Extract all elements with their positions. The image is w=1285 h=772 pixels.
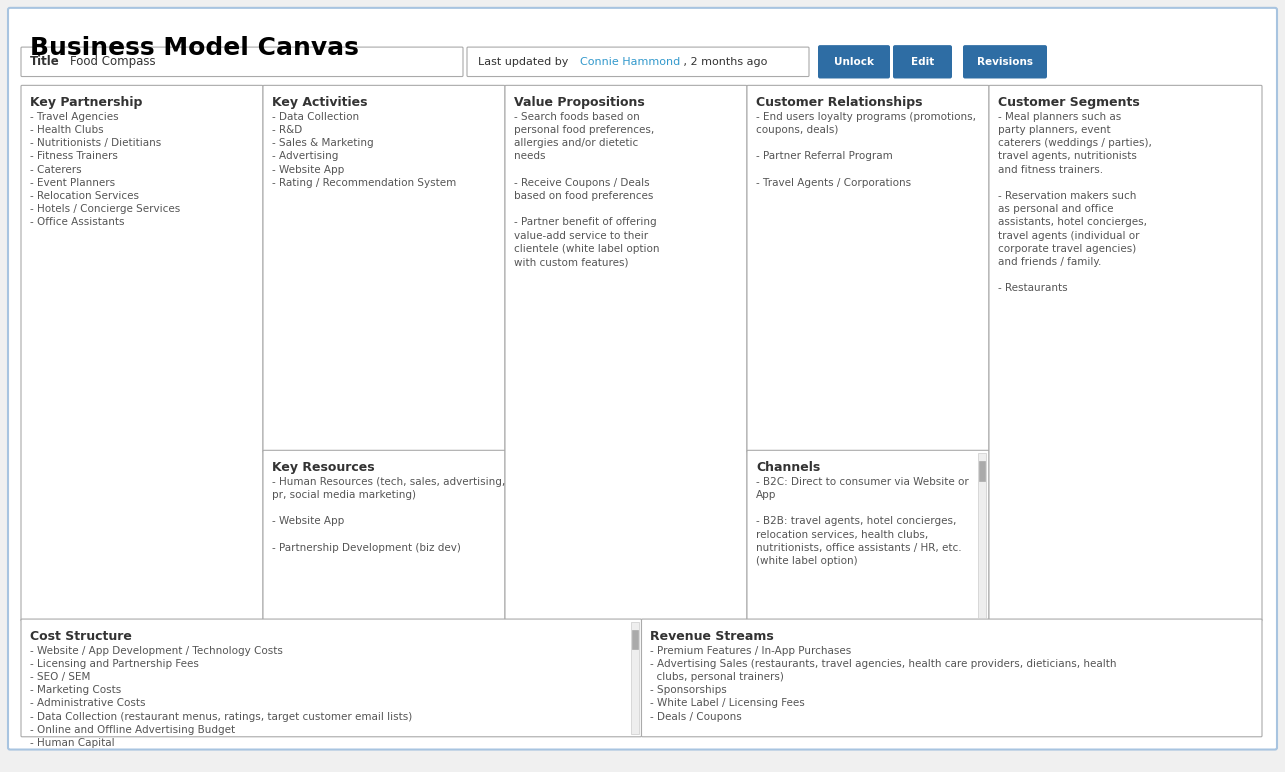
FancyBboxPatch shape bbox=[631, 630, 637, 649]
FancyBboxPatch shape bbox=[8, 8, 1277, 750]
Text: Key Resources: Key Resources bbox=[272, 461, 375, 474]
Text: Cost Structure: Cost Structure bbox=[30, 630, 132, 643]
FancyBboxPatch shape bbox=[263, 450, 505, 621]
Text: Value Propositions: Value Propositions bbox=[514, 96, 645, 109]
FancyBboxPatch shape bbox=[505, 86, 747, 621]
Text: - End users loyalty programs (promotions,
coupons, deals)

- Partner Referral Pr: - End users loyalty programs (promotions… bbox=[756, 112, 977, 188]
FancyBboxPatch shape bbox=[263, 86, 505, 452]
FancyBboxPatch shape bbox=[962, 45, 1047, 79]
Text: - Data Collection
- R&D
- Sales & Marketing
- Advertising
- Website App
- Rating: - Data Collection - R&D - Sales & Market… bbox=[272, 112, 456, 188]
Text: Last updated by: Last updated by bbox=[478, 57, 572, 67]
Text: - Search foods based on
personal food preferences,
allergies and/or dietetic
nee: - Search foods based on personal food pr… bbox=[514, 112, 659, 267]
FancyBboxPatch shape bbox=[978, 453, 986, 618]
Text: Unlock: Unlock bbox=[834, 57, 874, 67]
Text: - Premium Features / In-App Purchases
- Advertising Sales (restaurants, travel a: - Premium Features / In-App Purchases - … bbox=[650, 645, 1117, 722]
Text: Key Partnership: Key Partnership bbox=[30, 96, 143, 109]
FancyBboxPatch shape bbox=[631, 622, 639, 734]
FancyBboxPatch shape bbox=[21, 86, 263, 621]
Text: - Human Resources (tech, sales, advertising,
pr, social media marketing)

- Webs: - Human Resources (tech, sales, advertis… bbox=[272, 477, 505, 553]
FancyBboxPatch shape bbox=[747, 86, 989, 452]
Text: Key Activities: Key Activities bbox=[272, 96, 368, 109]
Text: Connie Hammond: Connie Hammond bbox=[580, 57, 680, 67]
FancyBboxPatch shape bbox=[893, 45, 952, 79]
Text: Customer Segments: Customer Segments bbox=[998, 96, 1140, 109]
FancyBboxPatch shape bbox=[21, 47, 463, 76]
Text: Revisions: Revisions bbox=[977, 57, 1033, 67]
Text: - Travel Agencies
- Health Clubs
- Nutritionists / Dietitians
- Fitness Trainers: - Travel Agencies - Health Clubs - Nutri… bbox=[30, 112, 180, 228]
Text: - Website / App Development / Technology Costs
- Licensing and Partnership Fees
: - Website / App Development / Technology… bbox=[30, 645, 412, 748]
Text: - B2C: Direct to consumer via Website or
App

- B2B: travel agents, hotel concie: - B2C: Direct to consumer via Website or… bbox=[756, 477, 969, 566]
FancyBboxPatch shape bbox=[989, 86, 1262, 621]
Text: Food Compass: Food Compass bbox=[69, 56, 155, 68]
FancyBboxPatch shape bbox=[21, 619, 641, 736]
FancyBboxPatch shape bbox=[979, 461, 986, 481]
Text: Revenue Streams: Revenue Streams bbox=[650, 630, 775, 643]
Text: Customer Relationships: Customer Relationships bbox=[756, 96, 923, 109]
Text: - Meal planners such as
party planners, event
caterers (weddings / parties),
tra: - Meal planners such as party planners, … bbox=[998, 112, 1151, 293]
Text: Channels: Channels bbox=[756, 461, 820, 474]
Text: Edit: Edit bbox=[911, 57, 934, 67]
FancyBboxPatch shape bbox=[819, 45, 891, 79]
Text: , 2 months ago: , 2 months ago bbox=[680, 57, 767, 67]
FancyBboxPatch shape bbox=[747, 450, 989, 621]
Text: Business Model Canvas: Business Model Canvas bbox=[30, 36, 359, 60]
Text: Title: Title bbox=[30, 56, 59, 68]
FancyBboxPatch shape bbox=[466, 47, 810, 76]
FancyBboxPatch shape bbox=[641, 619, 1262, 736]
